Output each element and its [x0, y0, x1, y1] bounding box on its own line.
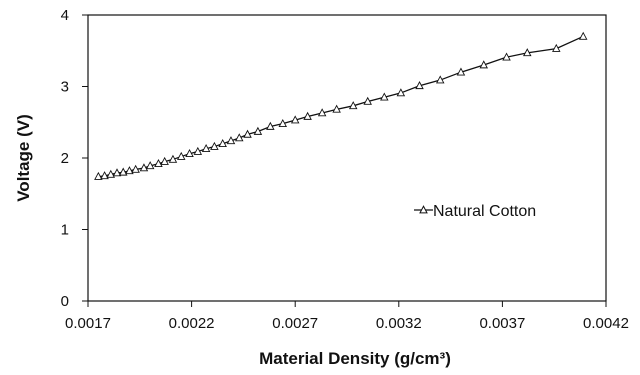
- data-point-triangle: [253, 126, 263, 135]
- data-point-triangle: [578, 31, 588, 40]
- x-tick-label: 0.0022: [169, 315, 215, 332]
- data-point-triangle: [456, 67, 466, 76]
- legend-label: Natural Cotton: [433, 203, 536, 220]
- data-point-triangle: [118, 167, 128, 176]
- data-point-triangle: [139, 163, 149, 172]
- data-point-triangle: [185, 148, 194, 157]
- x-tick-label: 0.0017: [65, 315, 111, 332]
- y-tick-label: 3: [61, 79, 69, 96]
- data-point-triangle: [380, 92, 389, 101]
- data-point-triangle: [363, 96, 372, 105]
- data-point-triangle: [210, 141, 219, 150]
- data-point-triangle: [290, 115, 300, 124]
- data-point-triangle: [226, 136, 236, 145]
- x-tick-label: 0.0037: [479, 315, 525, 332]
- data-point-triangle: [125, 166, 134, 175]
- data-point-triangle: [201, 143, 211, 152]
- y-tick-label: 1: [61, 222, 69, 239]
- x-axis-title: Material Density (g/cm³): [259, 349, 451, 368]
- legend: Natural Cotton: [414, 203, 536, 220]
- data-point-triangle: [278, 118, 288, 127]
- x-tick-label: 0.0042: [583, 315, 629, 332]
- series-line: [98, 35, 584, 178]
- data-point-triangle: [168, 154, 178, 163]
- y-tick-label: 4: [61, 7, 69, 24]
- axes: 0.0017 0.0022 0.0027 0.0032 0.0037 0.0042 0 1 2 3…: [61, 7, 629, 332]
- data-point-triangle: [552, 43, 561, 52]
- data-point-triangle: [106, 169, 116, 178]
- data-point-triangle: [160, 156, 169, 165]
- data-point-triangle: [218, 138, 227, 147]
- legend-triangle-marker-icon: [419, 205, 428, 214]
- y-axis-title: Voltage (V): [14, 114, 33, 202]
- data-point-triangle: [523, 48, 532, 57]
- data-point-triangle: [235, 133, 244, 142]
- data-point-triangle: [348, 101, 358, 110]
- series-layer: [94, 31, 588, 180]
- y-tick-label: 0: [61, 293, 69, 310]
- data-point-triangle: [94, 171, 103, 180]
- data-point-triangle: [396, 88, 406, 97]
- x-tick-label: 0.0032: [376, 315, 422, 332]
- x-tick-label: 0.0027: [272, 315, 318, 332]
- data-point-triangle: [112, 168, 122, 177]
- data-point-triangle: [243, 129, 252, 138]
- data-point-triangle: [266, 121, 275, 130]
- data-point-triangle: [332, 104, 341, 113]
- data-point-triangle: [193, 146, 203, 155]
- data-point-triangle: [479, 60, 488, 69]
- data-point-triangle: [502, 52, 511, 61]
- data-point-triangle: [176, 151, 186, 160]
- data-point-triangle: [131, 164, 140, 173]
- data-point-triangle: [415, 81, 424, 90]
- data-point-triangle: [100, 171, 109, 180]
- data-point-triangle: [303, 111, 312, 120]
- data-point-triangle: [154, 158, 163, 168]
- data-point-triangle: [435, 75, 445, 84]
- y-tick-label: 2: [61, 150, 69, 167]
- data-point-triangle: [145, 161, 155, 170]
- data-point-triangle: [317, 108, 327, 117]
